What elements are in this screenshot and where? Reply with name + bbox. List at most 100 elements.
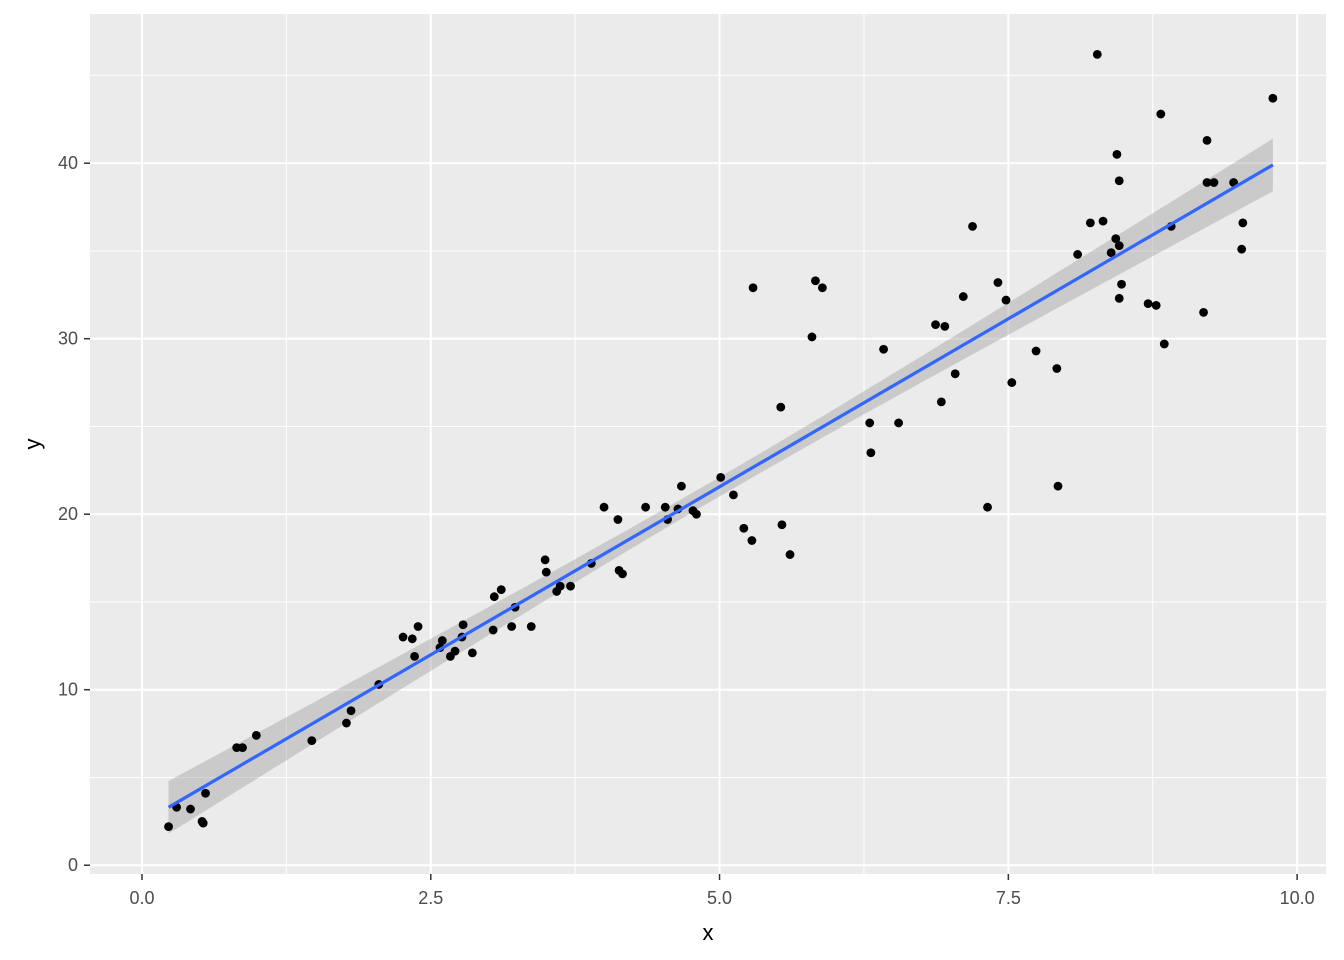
data-point xyxy=(817,283,827,293)
y-axis-title: y xyxy=(20,439,45,450)
data-point xyxy=(407,634,417,644)
data-point xyxy=(729,490,738,500)
x-tick-label: 7.5 xyxy=(996,888,1021,908)
data-point xyxy=(398,632,408,642)
data-point xyxy=(346,706,356,716)
data-point xyxy=(618,569,627,579)
data-point xyxy=(507,622,517,631)
data-point xyxy=(739,523,749,533)
x-tick-label: 5.0 xyxy=(707,888,732,908)
data-point xyxy=(1114,293,1124,303)
data-point xyxy=(1092,49,1102,59)
regression-line xyxy=(167,163,1274,809)
data-point xyxy=(1114,176,1124,186)
data-point xyxy=(467,648,477,658)
y-tick-label: 20 xyxy=(58,504,78,524)
data-point xyxy=(458,620,468,630)
data-point xyxy=(599,502,609,512)
data-point xyxy=(641,502,651,512)
data-point xyxy=(541,567,551,577)
data-point xyxy=(413,622,423,631)
data-point xyxy=(566,581,575,591)
data-point xyxy=(251,730,261,740)
data-point xyxy=(993,278,1003,287)
data-point xyxy=(1151,300,1161,310)
data-point xyxy=(1159,339,1169,349)
data-point xyxy=(613,515,623,524)
x-axis-ticks: 0.0 2.5 5.0 7.5 10.0 xyxy=(129,874,1315,908)
data-point xyxy=(958,292,968,301)
data-point xyxy=(1053,481,1063,491)
data-point xyxy=(198,818,208,828)
data-point xyxy=(1085,218,1095,228)
data-point xyxy=(660,502,670,512)
y-tick-label: 30 xyxy=(58,329,78,349)
data-point xyxy=(201,788,210,798)
data-point xyxy=(1073,250,1083,259)
data-point xyxy=(747,536,757,545)
data-point xyxy=(1052,364,1062,373)
data-point xyxy=(748,283,758,293)
data-point xyxy=(776,402,786,412)
data-point xyxy=(1209,178,1219,187)
data-point xyxy=(936,397,946,407)
major-gridlines xyxy=(90,14,1326,874)
data-point xyxy=(811,276,820,286)
data-point xyxy=(1268,93,1278,103)
data-point xyxy=(307,736,317,746)
data-point xyxy=(1238,218,1248,228)
data-point xyxy=(488,625,498,635)
data-point xyxy=(1199,307,1208,317)
data-points-layer xyxy=(164,49,1278,832)
data-point xyxy=(1112,150,1122,159)
data-point xyxy=(677,481,686,491)
data-point xyxy=(894,418,903,428)
data-point xyxy=(692,509,701,519)
data-point xyxy=(555,581,565,591)
y-tick-label: 40 xyxy=(58,153,78,173)
data-point xyxy=(342,718,351,728)
x-axis-title: x xyxy=(703,920,714,945)
data-point xyxy=(865,418,875,428)
data-point xyxy=(186,804,195,814)
y-tick-label: 0 xyxy=(68,855,78,875)
minor-gridlines xyxy=(90,14,1326,874)
data-point xyxy=(983,502,992,512)
data-point xyxy=(437,636,447,645)
data-point xyxy=(785,550,795,559)
data-point xyxy=(489,592,499,602)
x-tick-label: 10.0 xyxy=(1280,888,1315,908)
data-point xyxy=(1156,109,1166,119)
data-point xyxy=(968,221,977,231)
data-point xyxy=(716,472,726,482)
x-tick-label: 0.0 xyxy=(129,888,154,908)
data-point xyxy=(777,520,787,530)
data-point xyxy=(1111,234,1121,244)
data-point xyxy=(1114,241,1124,251)
data-point xyxy=(950,369,960,379)
data-point xyxy=(410,651,419,661)
data-point xyxy=(496,585,506,595)
data-point xyxy=(866,448,876,458)
data-point xyxy=(238,743,247,753)
data-point xyxy=(879,344,888,354)
data-point xyxy=(940,322,950,331)
data-point xyxy=(1031,346,1041,356)
data-point xyxy=(807,332,817,342)
data-point xyxy=(1237,244,1247,254)
y-tick-label: 10 xyxy=(58,680,78,700)
data-point xyxy=(540,555,550,565)
data-point xyxy=(1202,178,1212,187)
x-tick-label: 2.5 xyxy=(418,888,443,908)
data-point xyxy=(1202,135,1212,145)
data-point xyxy=(1007,378,1017,387)
data-point xyxy=(1098,216,1108,226)
data-point xyxy=(164,822,173,832)
data-point xyxy=(526,622,536,631)
y-axis-ticks: 0 10 20 30 40 xyxy=(58,153,90,875)
data-point xyxy=(1117,279,1126,289)
data-point xyxy=(931,320,940,330)
data-point xyxy=(1106,248,1116,258)
data-point xyxy=(1143,299,1153,308)
